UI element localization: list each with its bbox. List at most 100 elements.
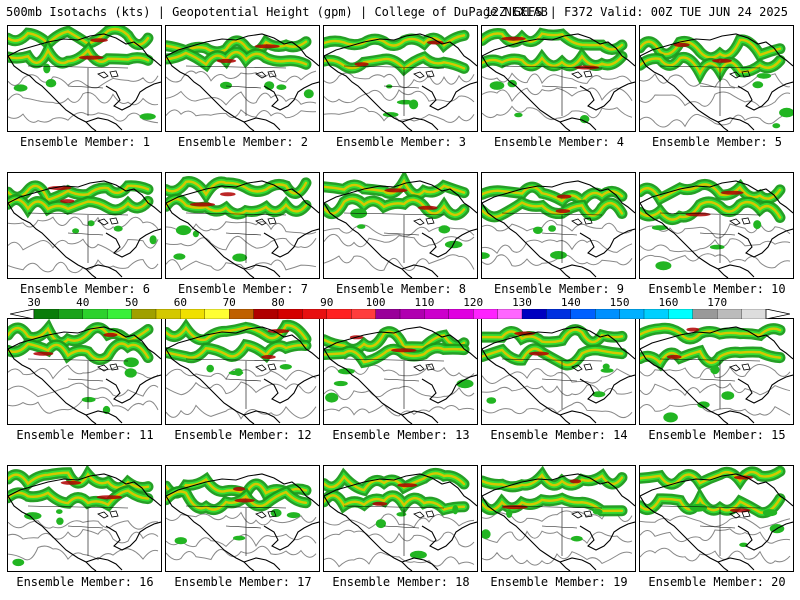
political-border (659, 358, 761, 409)
coastline (8, 326, 161, 424)
member-caption: Ensemble Member: 9 (493, 282, 625, 296)
jet-streak-core (569, 479, 582, 484)
political-border (659, 65, 761, 116)
colorbar-swatch (497, 309, 523, 319)
isotach-blob (592, 508, 603, 515)
height-contour (166, 381, 317, 396)
colorbar-tick-label: 140 (560, 296, 581, 309)
political-border (185, 212, 287, 263)
coastline (324, 473, 477, 571)
jet-isotach-band (8, 47, 150, 65)
member-caption: Ensemble Member: 17 (174, 575, 312, 589)
ensemble-member-map (639, 318, 794, 425)
isotach-blob (276, 84, 287, 90)
member-map-canvas (640, 33, 793, 131)
coastline (482, 180, 635, 278)
coastline (324, 180, 477, 278)
jet-streak-core (529, 351, 549, 356)
jet-isotach-band (324, 197, 466, 217)
height-contour (640, 515, 791, 529)
jet-streak-core (384, 188, 408, 193)
member-caption: Ensemble Member: 12 (174, 428, 312, 442)
isotach-blob (192, 230, 199, 238)
member-caption: Ensemble Member: 20 (648, 575, 786, 589)
colorbar-swatch (58, 309, 84, 319)
height-contour (8, 259, 159, 274)
colorbar-swatch (180, 309, 206, 319)
coastline (97, 510, 119, 519)
colorbar-legend: 30 40 50 60 70 80 90 100 110 120 130 140 150 160 170 (10, 293, 790, 323)
colorbar-max-arrow (765, 309, 790, 319)
jet-streak-core (90, 38, 108, 43)
coastline (97, 363, 119, 372)
jet-isotach-band (8, 184, 150, 202)
height-contour (482, 87, 633, 103)
coastline (571, 217, 593, 226)
isotach-blob (752, 81, 764, 89)
jet-isotach-band (166, 50, 308, 67)
isotach-blob (482, 252, 490, 259)
height-contour (482, 368, 633, 384)
height-contour (482, 530, 633, 544)
isotach-blob (24, 512, 42, 520)
jet-streak-core (666, 354, 682, 359)
ensemble-member-map (639, 465, 794, 572)
member-map-canvas (166, 471, 319, 571)
isotach-blob (123, 357, 139, 368)
jet-isotach-band (640, 470, 782, 486)
jet-streak-core (391, 348, 417, 353)
political-border (343, 505, 445, 556)
jet-isotach-band (482, 201, 624, 219)
jet-streak-core (673, 42, 690, 47)
height-contour (324, 89, 475, 104)
height-contour (166, 90, 317, 106)
isotach-blob (12, 558, 25, 567)
member-caption: Ensemble Member: 5 (651, 135, 783, 149)
political-border (343, 212, 445, 263)
coastline (166, 180, 319, 278)
ensemble-member-map (7, 172, 162, 279)
isotach-blob (409, 550, 427, 559)
member-map-canvas (324, 29, 477, 131)
isotach-blob (756, 73, 772, 79)
jet-streak-core (686, 327, 700, 332)
member-caption: Ensemble Member: 11 (16, 428, 154, 442)
jet-streak-core (234, 498, 255, 503)
height-contour (8, 74, 159, 89)
member-map-canvas (482, 466, 635, 571)
jet-streak-core (60, 480, 82, 485)
colorbar-tick-label: 110 (414, 296, 435, 309)
isotach-blob (357, 224, 366, 229)
colorbar-swatch (692, 309, 718, 319)
member-caption: Ensemble Member: 19 (490, 575, 628, 589)
colorbar-swatch (155, 309, 181, 319)
colorbar-swatch (375, 309, 401, 319)
member-map-canvas (640, 178, 793, 278)
colorbar-tick-label: 170 (707, 296, 728, 309)
jet-streak-core (78, 55, 104, 60)
member-map-canvas (8, 319, 161, 424)
isotach-blob (206, 364, 214, 373)
colorbar-min-arrow (10, 309, 35, 319)
height-contour (324, 224, 475, 237)
height-contour (166, 511, 317, 526)
jet-streak-core (96, 495, 123, 500)
jet-streak-core (417, 205, 438, 210)
isotach-blob (772, 123, 781, 129)
coastline (571, 363, 593, 372)
colorbar-swatch (253, 309, 279, 319)
member-map-canvas (324, 326, 477, 424)
isotach-blob (325, 392, 339, 403)
coastline (255, 70, 277, 79)
colorbar-swatch (643, 309, 669, 319)
isotach-blob (489, 81, 505, 90)
isotach-blob (220, 81, 232, 89)
isotach-blob (149, 235, 157, 245)
isotach-blob (175, 225, 192, 236)
coastline (413, 363, 435, 372)
coastline (729, 217, 751, 226)
colorbar-swatch (302, 309, 328, 319)
coastline (255, 510, 277, 519)
jet-streak-core (189, 202, 216, 207)
jet-streak-core (502, 505, 528, 510)
